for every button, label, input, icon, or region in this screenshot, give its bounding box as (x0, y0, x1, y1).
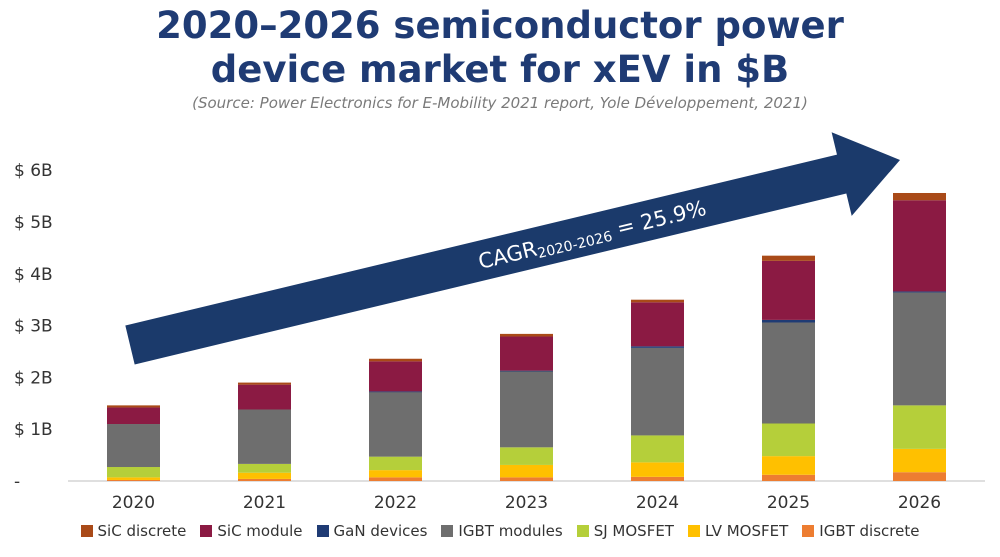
bar-segment-igbt-discrete (631, 476, 684, 481)
bar-segment-igbt-discrete (238, 478, 291, 481)
legend-swatch (200, 525, 213, 537)
bar-segment-gan-devices (369, 391, 422, 393)
x-tick-label: 2020 (112, 493, 155, 513)
legend-swatch (80, 525, 93, 537)
bar-segment-igbt-modules (369, 391, 422, 457)
legend-item: SiC discrete (80, 522, 187, 540)
bar-segment-igbt-modules (893, 292, 946, 406)
bar-segment-sic-discrete (107, 405, 160, 408)
bar-segment-sj-mosfet (500, 447, 553, 465)
bar-segment-sj-mosfet (762, 423, 815, 457)
chart-legend: SiC discrete SiC module GaN devices IGBT mo… (0, 522, 1000, 540)
x-tick-label: 2025 (767, 493, 810, 513)
x-tick-label: 2024 (636, 493, 679, 513)
legend-label: SiC module (217, 522, 303, 540)
bar-segment-igbt-modules (631, 347, 684, 436)
legend-label: SJ MOSFET (593, 522, 674, 540)
bar-segment-sic-module (893, 200, 946, 292)
bar-segment-sic-module (238, 384, 291, 410)
y-tick-label: $ 1B (14, 420, 53, 440)
y-tick-label: $ 6B (14, 161, 53, 181)
bar-segment-igbt-discrete (369, 477, 422, 481)
legend-swatch (441, 525, 454, 537)
bar-segment-gan-devices (631, 346, 684, 348)
legend-label: SiC discrete (97, 522, 187, 540)
bar-segment-sic-discrete (762, 255, 815, 261)
legend-swatch (687, 525, 700, 537)
chart-subtitle: (Source: Power Electronics for E-Mobilit… (192, 94, 808, 112)
bar-segment-sic-discrete (893, 192, 946, 201)
bar-segment-lv-mosfet (893, 448, 946, 473)
y-tick-label: - (14, 472, 20, 492)
legend-item: LV MOSFET (687, 522, 789, 540)
bar-segment-sic-discrete (369, 358, 422, 362)
bar-segment-sic-module (631, 302, 684, 347)
bar-segment-sj-mosfet (893, 405, 946, 449)
bar-segment-igbt-discrete (762, 474, 815, 481)
legend-swatch (316, 525, 329, 537)
bar-segment-sic-discrete (238, 382, 291, 385)
cagr-arrow: CAGR2020-2026 = 25.9% (125, 132, 901, 365)
bar-segment-gan-devices (762, 319, 815, 323)
bar-segment-gan-devices (893, 291, 946, 293)
legend-item: SiC module (200, 522, 303, 540)
legend-swatch (802, 525, 815, 537)
bar-segment-lv-mosfet (762, 456, 815, 475)
y-tick-label: $ 4B (14, 265, 53, 285)
bar-segment-igbt-modules (762, 322, 815, 424)
x-tick-label: 2021 (243, 493, 286, 513)
legend-label: IGBT discrete (819, 522, 920, 540)
bar-segment-igbt-discrete (893, 472, 946, 481)
bar-segment-gan-devices (500, 370, 553, 372)
x-tick-label: 2026 (898, 493, 941, 513)
bar-segment-lv-mosfet (107, 477, 160, 480)
x-tick-label: 2023 (505, 493, 548, 513)
legend-label: GaN devices (333, 522, 428, 540)
bar-segment-lv-mosfet (631, 462, 684, 477)
cagr-arrow-shape (125, 132, 901, 365)
legend-item: SJ MOSFET (576, 522, 674, 540)
legend-item: IGBT discrete (802, 522, 919, 540)
chart-title-line-1: 2020–2026 semiconductor power (156, 4, 844, 47)
x-tick-label: 2022 (374, 493, 417, 513)
bar-segment-sj-mosfet (369, 456, 422, 471)
chart-title: 2020–2026 semiconductor power device mar… (0, 4, 1000, 92)
bar-segment-sic-module (762, 260, 815, 320)
bar-segment-igbt-modules (107, 424, 160, 468)
bar-segment-sic-module (369, 361, 422, 392)
bar-segment-sj-mosfet (107, 467, 160, 478)
legend-swatch (576, 525, 589, 537)
bar-segment-sic-module (500, 336, 553, 371)
bar-segment-lv-mosfet (500, 464, 553, 478)
legend-label: LV MOSFET (704, 522, 789, 540)
y-tick-label: $ 3B (14, 317, 53, 337)
bar-segment-igbt-discrete (107, 479, 160, 481)
y-tick-label: $ 5B (14, 213, 53, 233)
y-tick-label: $ 2B (14, 368, 53, 388)
bar-segment-igbt-discrete (500, 477, 553, 481)
legend-item: GaN devices (316, 522, 428, 540)
bar-segment-igbt-modules (238, 409, 291, 464)
bar-segment-sj-mosfet (631, 435, 684, 463)
bar-segment-lv-mosfet (369, 470, 422, 478)
bar-segment-sic-discrete (631, 299, 684, 303)
bar-segment-sic-module (107, 407, 160, 425)
bar-segment-sj-mosfet (238, 463, 291, 473)
bar-segment-sic-discrete (500, 333, 553, 337)
legend-label: IGBT modules (458, 522, 563, 540)
bar-segment-lv-mosfet (238, 472, 291, 479)
bar-segment-igbt-modules (500, 371, 553, 448)
legend-item: IGBT modules (441, 522, 563, 540)
chart-title-line-2: device market for xEV in $B (210, 48, 790, 91)
